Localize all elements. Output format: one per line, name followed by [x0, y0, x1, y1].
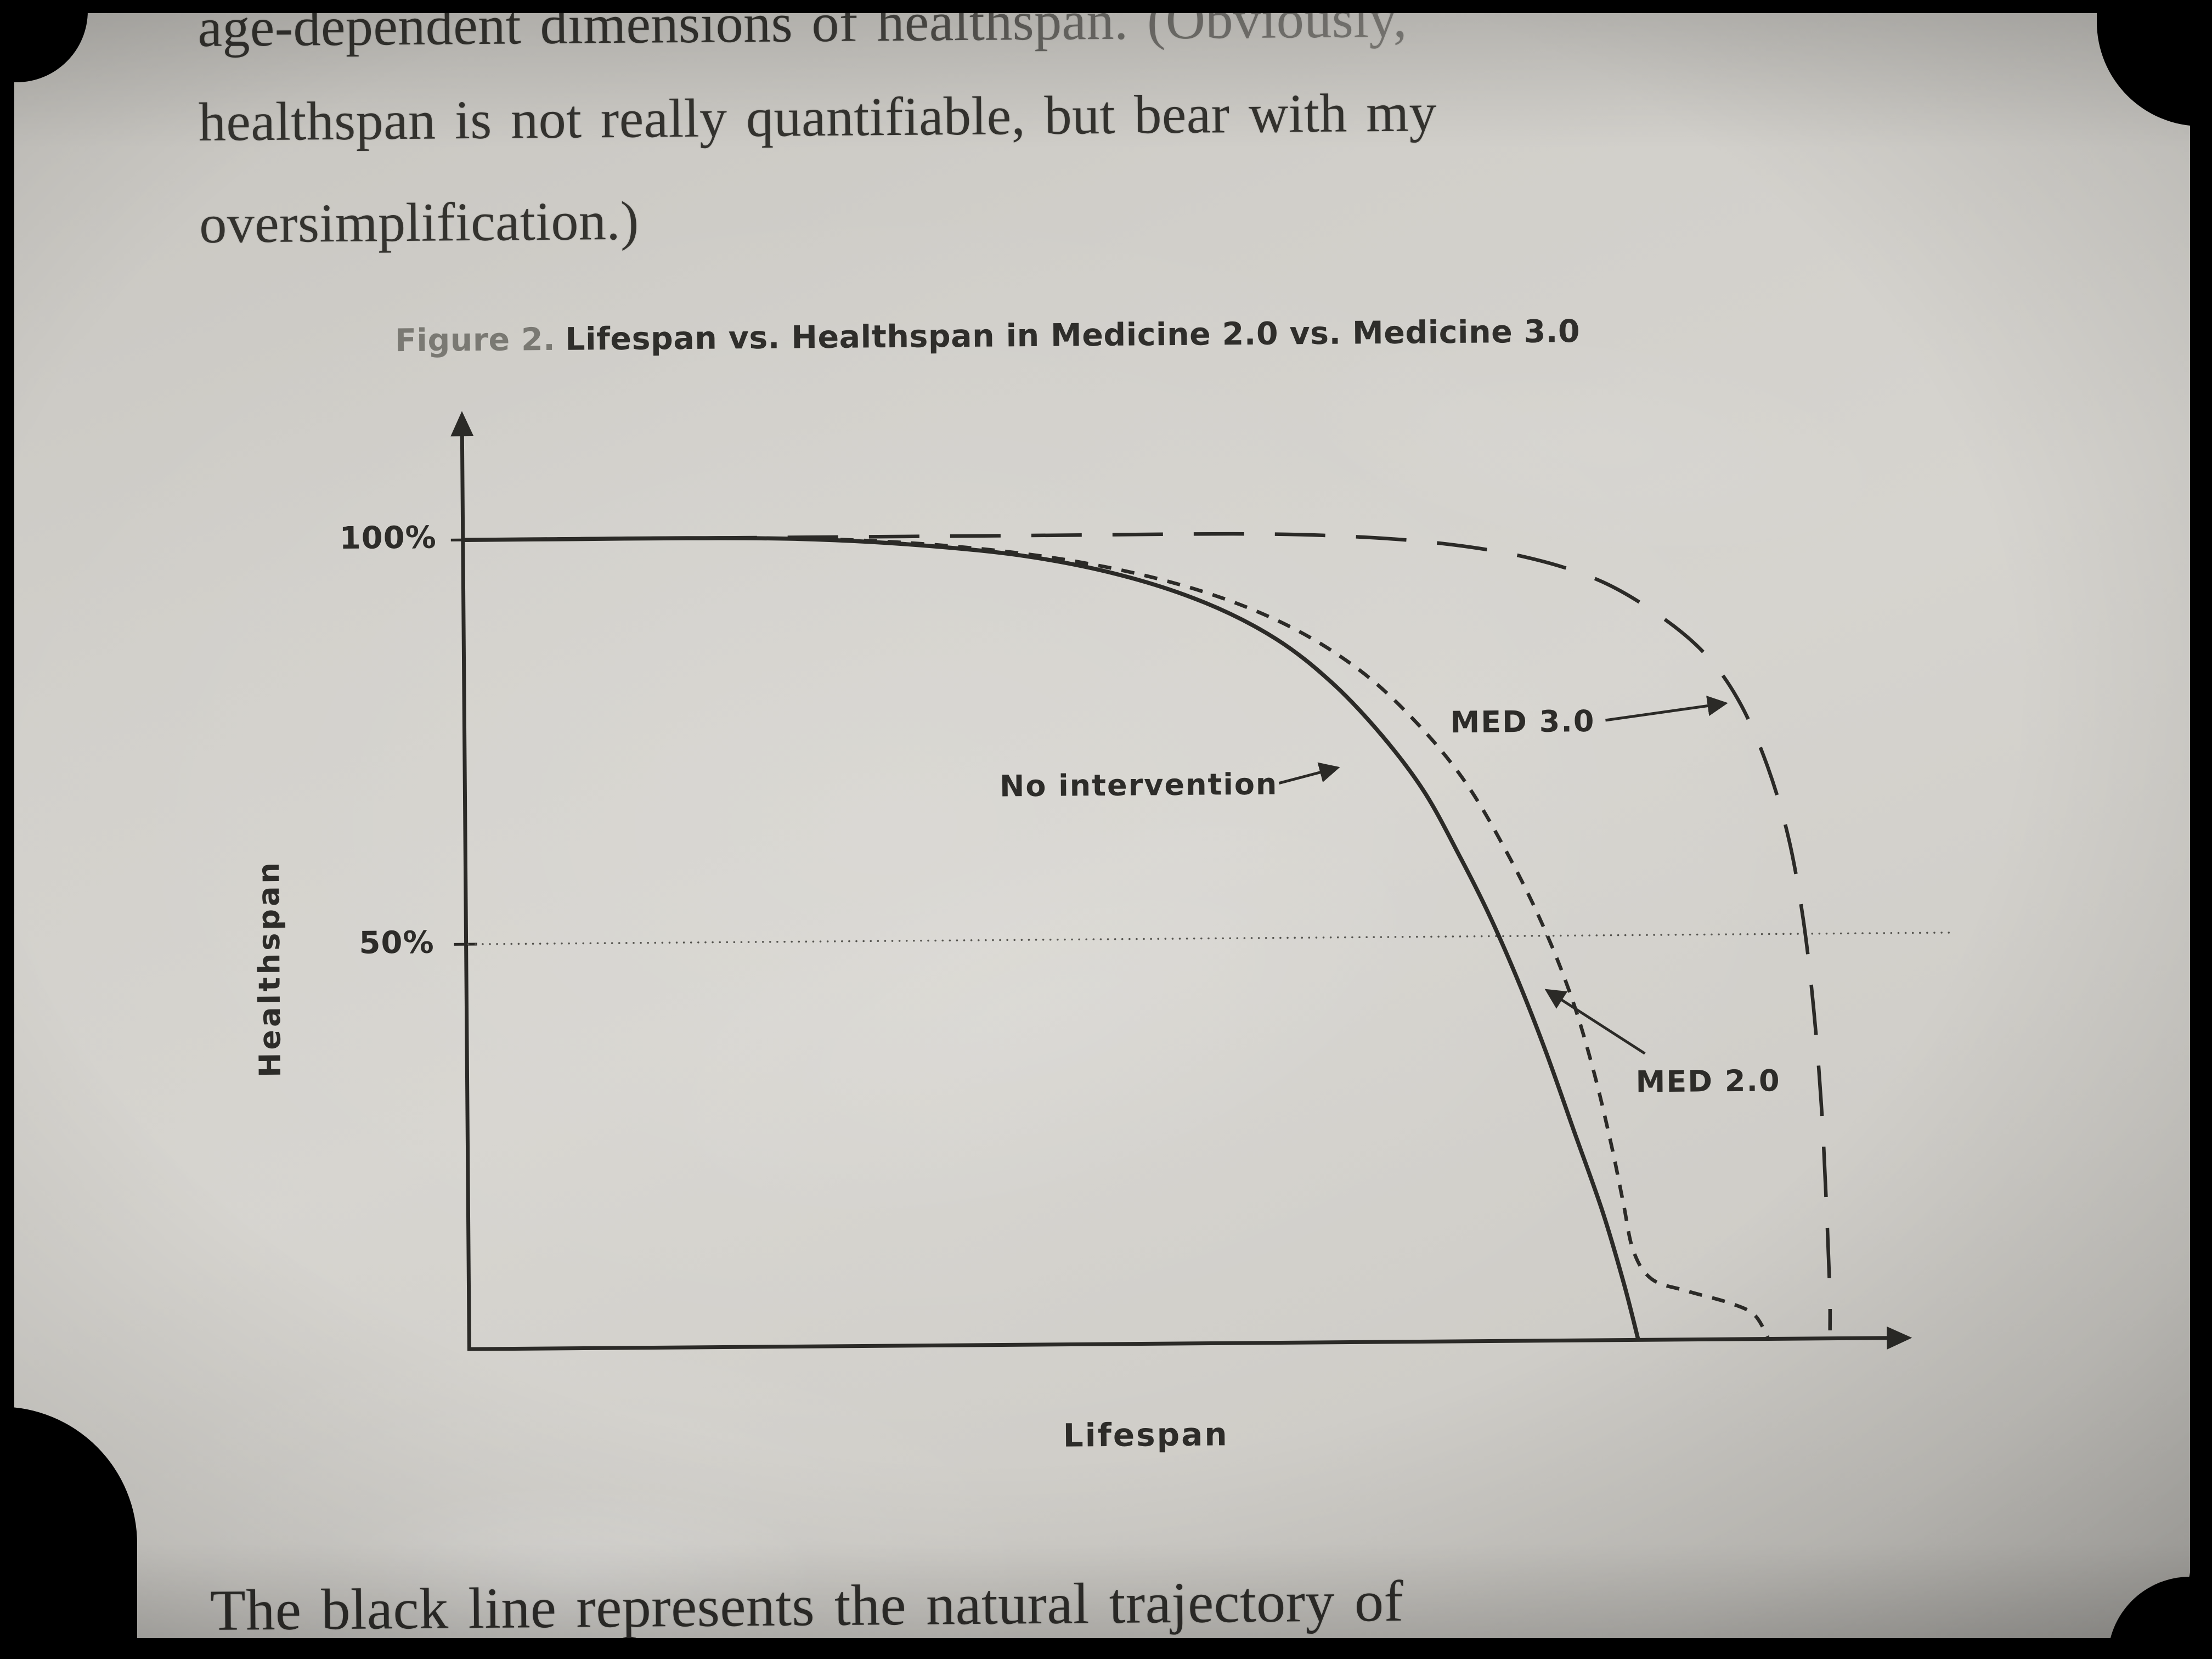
bezel-right-edge — [2190, 0, 2212, 1659]
chart-curves — [462, 532, 1832, 1341]
med20-series-label: MED 2.0 — [1635, 1063, 1781, 1099]
y-tick-label-100: 100% — [339, 520, 437, 556]
no-intervention-series-label: No intervention — [999, 766, 1278, 804]
x-axis-label: Lifespan — [1063, 1415, 1229, 1454]
x-axis-arrowhead-icon — [1887, 1326, 1912, 1350]
body-text-line-2: healthspan is not really quantifiable, b… — [198, 82, 1437, 153]
y-axis-label: Healthspan — [251, 859, 288, 1078]
y-axis-line — [460, 428, 471, 1351]
axes — [450, 428, 1894, 1351]
figure-caption: Figure 2. Lifespan vs. Healthspan in Medi… — [395, 313, 1581, 359]
series-curve-no-intervention — [462, 536, 1640, 1341]
series-curve-med-2-0 — [462, 536, 1770, 1340]
x-axis-line — [467, 1336, 1894, 1351]
series-curve-med-3-0 — [462, 532, 1832, 1330]
bezel-top-edge — [0, 0, 2212, 13]
med30-series-label: MED 3.0 — [1450, 703, 1595, 740]
bezel-left-edge — [0, 0, 14, 1659]
figure-caption-title: Lifespan vs. Healthspan in Medicine 2.0 … — [565, 313, 1581, 358]
bezel-bottom-edge — [0, 1638, 2212, 1659]
figure-caption-number: Figure 2. — [394, 321, 556, 359]
y-tick-label-50: 50% — [359, 924, 435, 961]
no-intervention-arrow-icon — [1278, 762, 1340, 785]
med20-arrow-icon — [1544, 989, 1646, 1055]
body-text-line-3: oversimplification.) — [199, 190, 640, 255]
annotation-arrows — [1278, 696, 1728, 1055]
y-axis-arrowhead-icon — [450, 411, 474, 437]
body-text-bottom-line: The black line represents the natural tr… — [210, 1568, 1404, 1643]
med30-arrow-icon — [1605, 696, 1728, 722]
fifty-percent-dotted-gridline — [467, 932, 1955, 945]
